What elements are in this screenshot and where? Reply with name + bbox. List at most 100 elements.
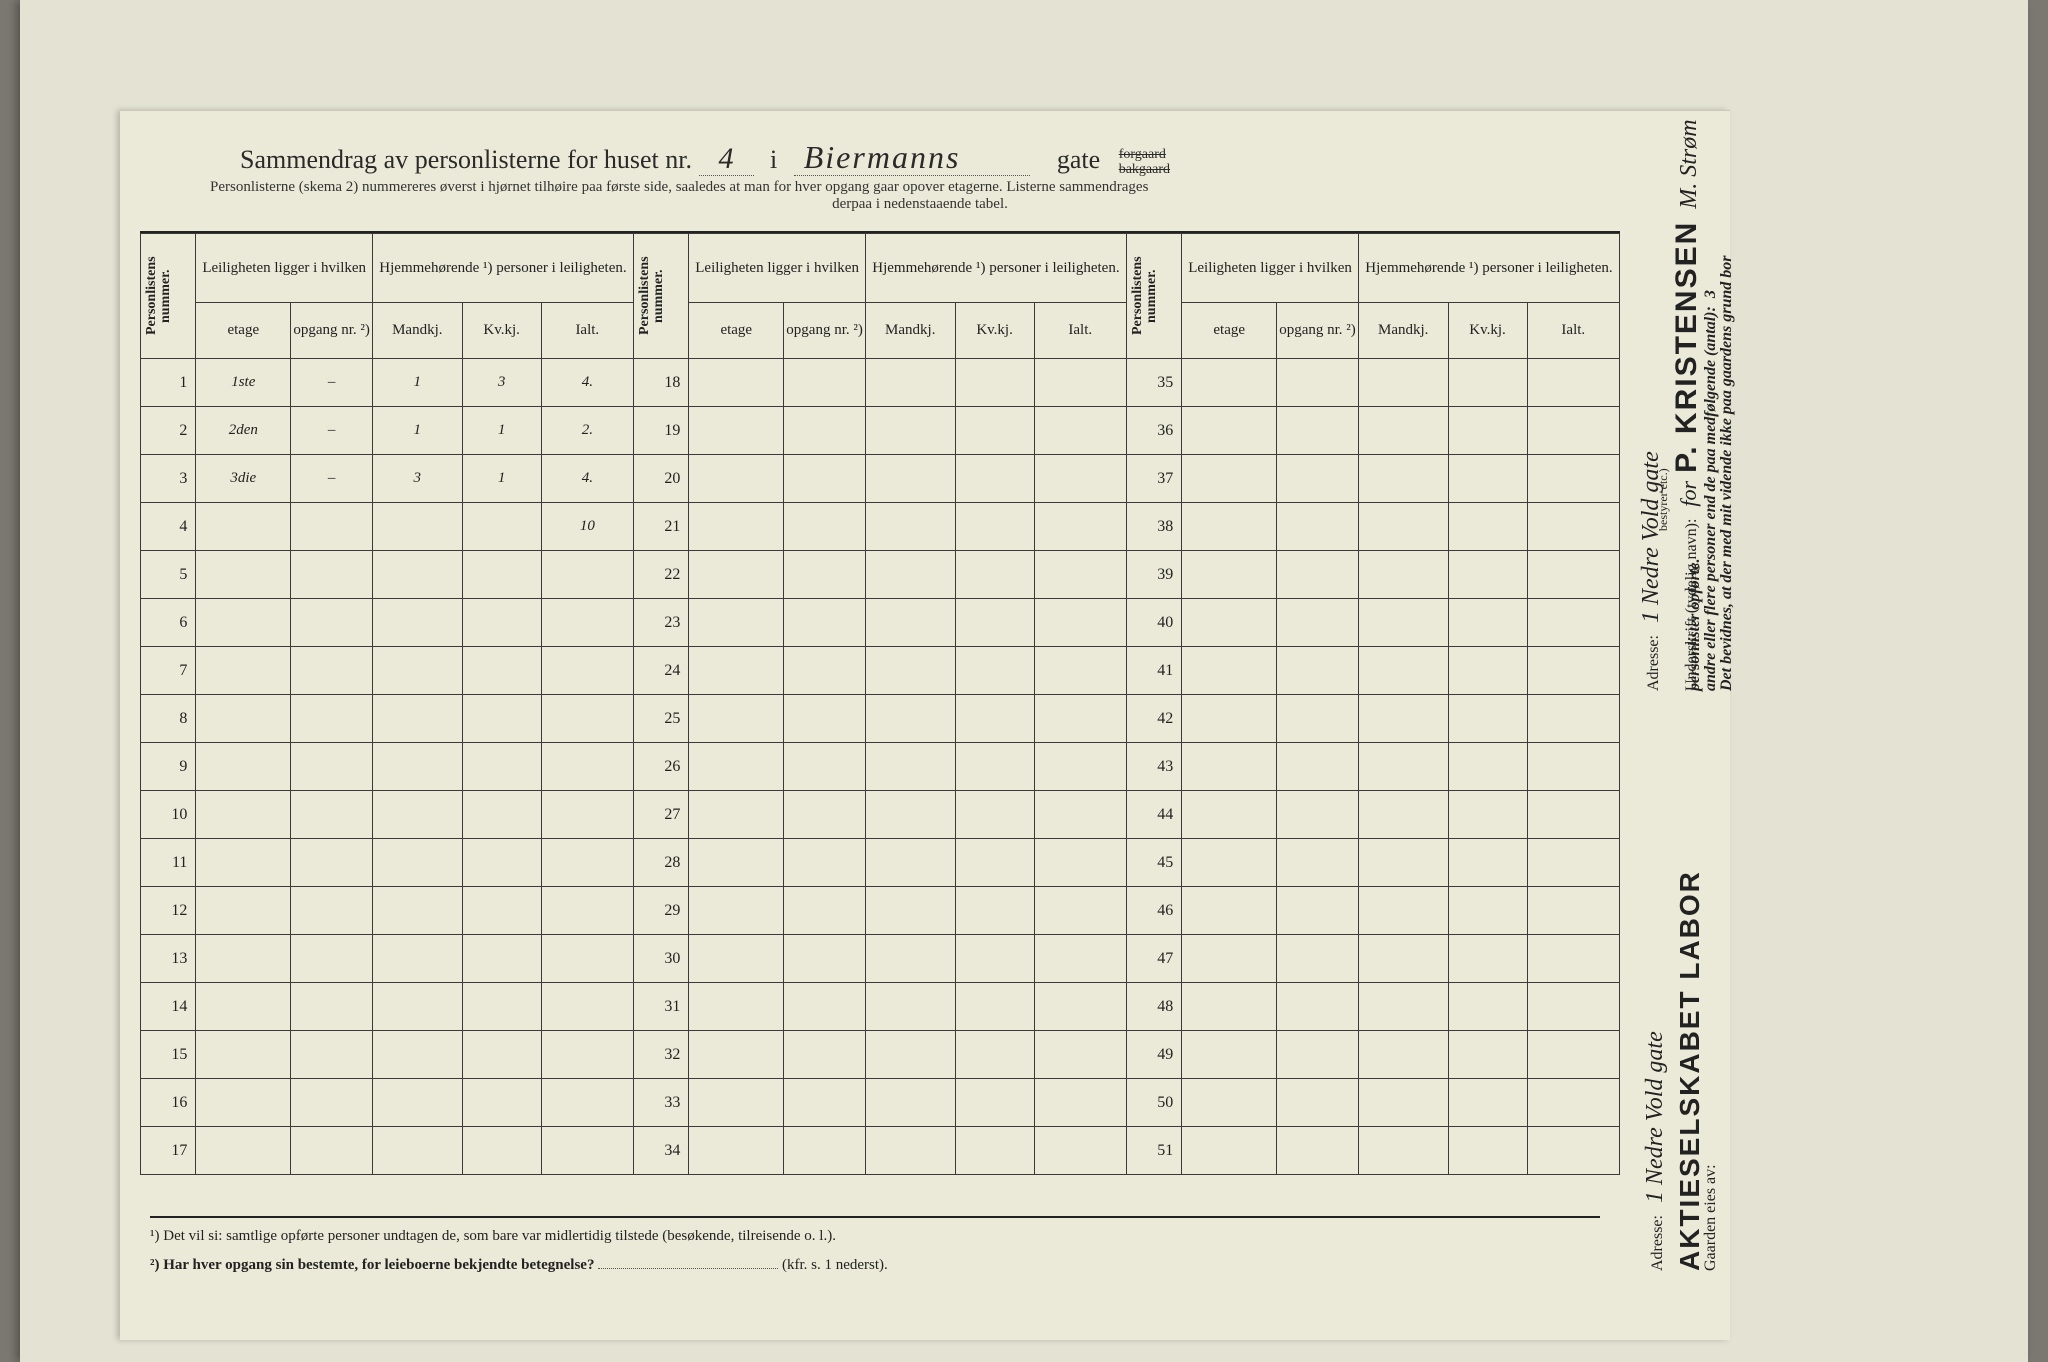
cell-m-c xyxy=(1358,1031,1448,1079)
cell-opgang-a xyxy=(291,503,373,551)
cell-m-a xyxy=(372,791,462,839)
table-row: 22den–112.1936 xyxy=(141,407,1620,455)
cell-opgang-c xyxy=(1277,743,1359,791)
cell-opgang-a xyxy=(291,599,373,647)
signature: M. Strøm xyxy=(1676,119,1702,208)
cell-etage-b xyxy=(689,791,784,839)
underskrift-line: Underskrift (tydelig navn): for P. KRIST… xyxy=(1670,119,1704,691)
cell-m-a xyxy=(372,1031,462,1079)
cell-m-a xyxy=(372,743,462,791)
cell-opgang-c xyxy=(1277,791,1359,839)
cell-m-c xyxy=(1358,647,1448,695)
table-row: 33die–314.2037 xyxy=(141,455,1620,503)
cell-etage-c xyxy=(1182,503,1277,551)
cell-opgang-a xyxy=(291,647,373,695)
cell-etage-b xyxy=(689,839,784,887)
cell-num-b: 24 xyxy=(633,647,688,695)
cell-k-a: 1 xyxy=(462,455,541,503)
table-head: Personlistens nummer. Leiligheten ligger… xyxy=(141,234,1620,359)
cell-k-b xyxy=(955,1079,1034,1127)
cell-etage-c xyxy=(1182,743,1277,791)
street-name: Biermanns xyxy=(794,139,1031,176)
cell-k-b xyxy=(955,743,1034,791)
hdr-etage-3: etage xyxy=(1182,303,1277,359)
adresse-line-2: Adresse: 1 Nedre Vold gate xyxy=(1642,1031,1669,1271)
cell-i-b xyxy=(1034,647,1126,695)
cell-i-a xyxy=(541,647,633,695)
adresse-label-2: Adresse: xyxy=(1649,1215,1666,1271)
cell-opgang-b xyxy=(784,1031,866,1079)
document-page: Sammendrag av personlisterne for huset n… xyxy=(120,110,1730,1340)
cell-i-c xyxy=(1527,1079,1619,1127)
cell-num-a: 6 xyxy=(141,599,196,647)
cell-num-b: 23 xyxy=(633,599,688,647)
cell-k-c xyxy=(1448,887,1527,935)
cell-m-c xyxy=(1358,503,1448,551)
cell-opgang-a: – xyxy=(291,455,373,503)
cell-m-c xyxy=(1358,695,1448,743)
cell-opgang-b xyxy=(784,551,866,599)
cell-m-b xyxy=(865,359,955,407)
house-number: 4 xyxy=(699,142,754,176)
cell-m-b xyxy=(865,743,955,791)
cell-etage-b xyxy=(689,935,784,983)
cell-m-a xyxy=(372,983,462,1031)
cell-etage-b xyxy=(689,1079,784,1127)
forgaard-struck: forgaard xyxy=(1119,147,1166,162)
table-row: 153249 xyxy=(141,1031,1620,1079)
cell-etage-a xyxy=(196,791,291,839)
cell-m-b xyxy=(865,983,955,1031)
cell-etage-b xyxy=(689,503,784,551)
cell-m-c xyxy=(1358,1079,1448,1127)
cell-opgang-c xyxy=(1277,407,1359,455)
hdr-leiligheten-1: Leiligheten ligger i hvilken xyxy=(196,234,373,303)
andre-text: andre eller flere personer end de paa me… xyxy=(1702,306,1719,691)
cell-i-b xyxy=(1034,983,1126,1031)
hdr-mandkj-2: Mandkj. xyxy=(865,303,955,359)
cell-opgang-a: – xyxy=(291,359,373,407)
cell-etage-a xyxy=(196,551,291,599)
cell-opgang-b xyxy=(784,743,866,791)
cell-opgang-b xyxy=(784,887,866,935)
cell-i-b xyxy=(1034,935,1126,983)
cell-etage-a xyxy=(196,1127,291,1175)
cell-i-b xyxy=(1034,551,1126,599)
cell-k-c xyxy=(1448,503,1527,551)
cell-m-b xyxy=(865,455,955,503)
cell-k-a xyxy=(462,983,541,1031)
cell-num-b: 19 xyxy=(633,407,688,455)
table-row: 163350 xyxy=(141,1079,1620,1127)
cell-opgang-c xyxy=(1277,695,1359,743)
cell-k-b xyxy=(955,887,1034,935)
cell-etage-b xyxy=(689,695,784,743)
subtitle: Personlisterne (skema 2) nummereres øver… xyxy=(210,179,1630,213)
cell-k-b xyxy=(955,791,1034,839)
for-text: for xyxy=(1676,481,1701,507)
cell-etage-a xyxy=(196,647,291,695)
table-row: 11ste–134.1835 xyxy=(141,359,1620,407)
table-row: 102744 xyxy=(141,791,1620,839)
outer-sheet: Sammendrag av personlisterne for huset n… xyxy=(20,0,2028,1362)
cell-k-a xyxy=(462,551,541,599)
cell-m-b xyxy=(865,551,955,599)
cell-i-a xyxy=(541,839,633,887)
cell-etage-a xyxy=(196,887,291,935)
cell-i-c xyxy=(1527,887,1619,935)
cell-etage-c xyxy=(1182,791,1277,839)
gaard-options: forgaard bakgaard xyxy=(1119,147,1170,177)
cell-k-c xyxy=(1448,1127,1527,1175)
cell-k-c xyxy=(1448,407,1527,455)
cell-m-b xyxy=(865,791,955,839)
signature-sidebar: Det bevidnes, at der med mit vidende ikk… xyxy=(1632,111,1722,1340)
cell-num-b: 26 xyxy=(633,743,688,791)
andre-line: andre eller flere personer end de paa me… xyxy=(1702,290,1720,691)
cell-num-c: 46 xyxy=(1126,887,1181,935)
cell-i-b xyxy=(1034,407,1126,455)
cell-m-a xyxy=(372,551,462,599)
cell-k-c xyxy=(1448,983,1527,1031)
cell-m-b xyxy=(865,887,955,935)
cell-k-a xyxy=(462,647,541,695)
cell-num-c: 36 xyxy=(1126,407,1181,455)
title-gate: gate xyxy=(1057,145,1100,174)
cell-m-c xyxy=(1358,455,1448,503)
